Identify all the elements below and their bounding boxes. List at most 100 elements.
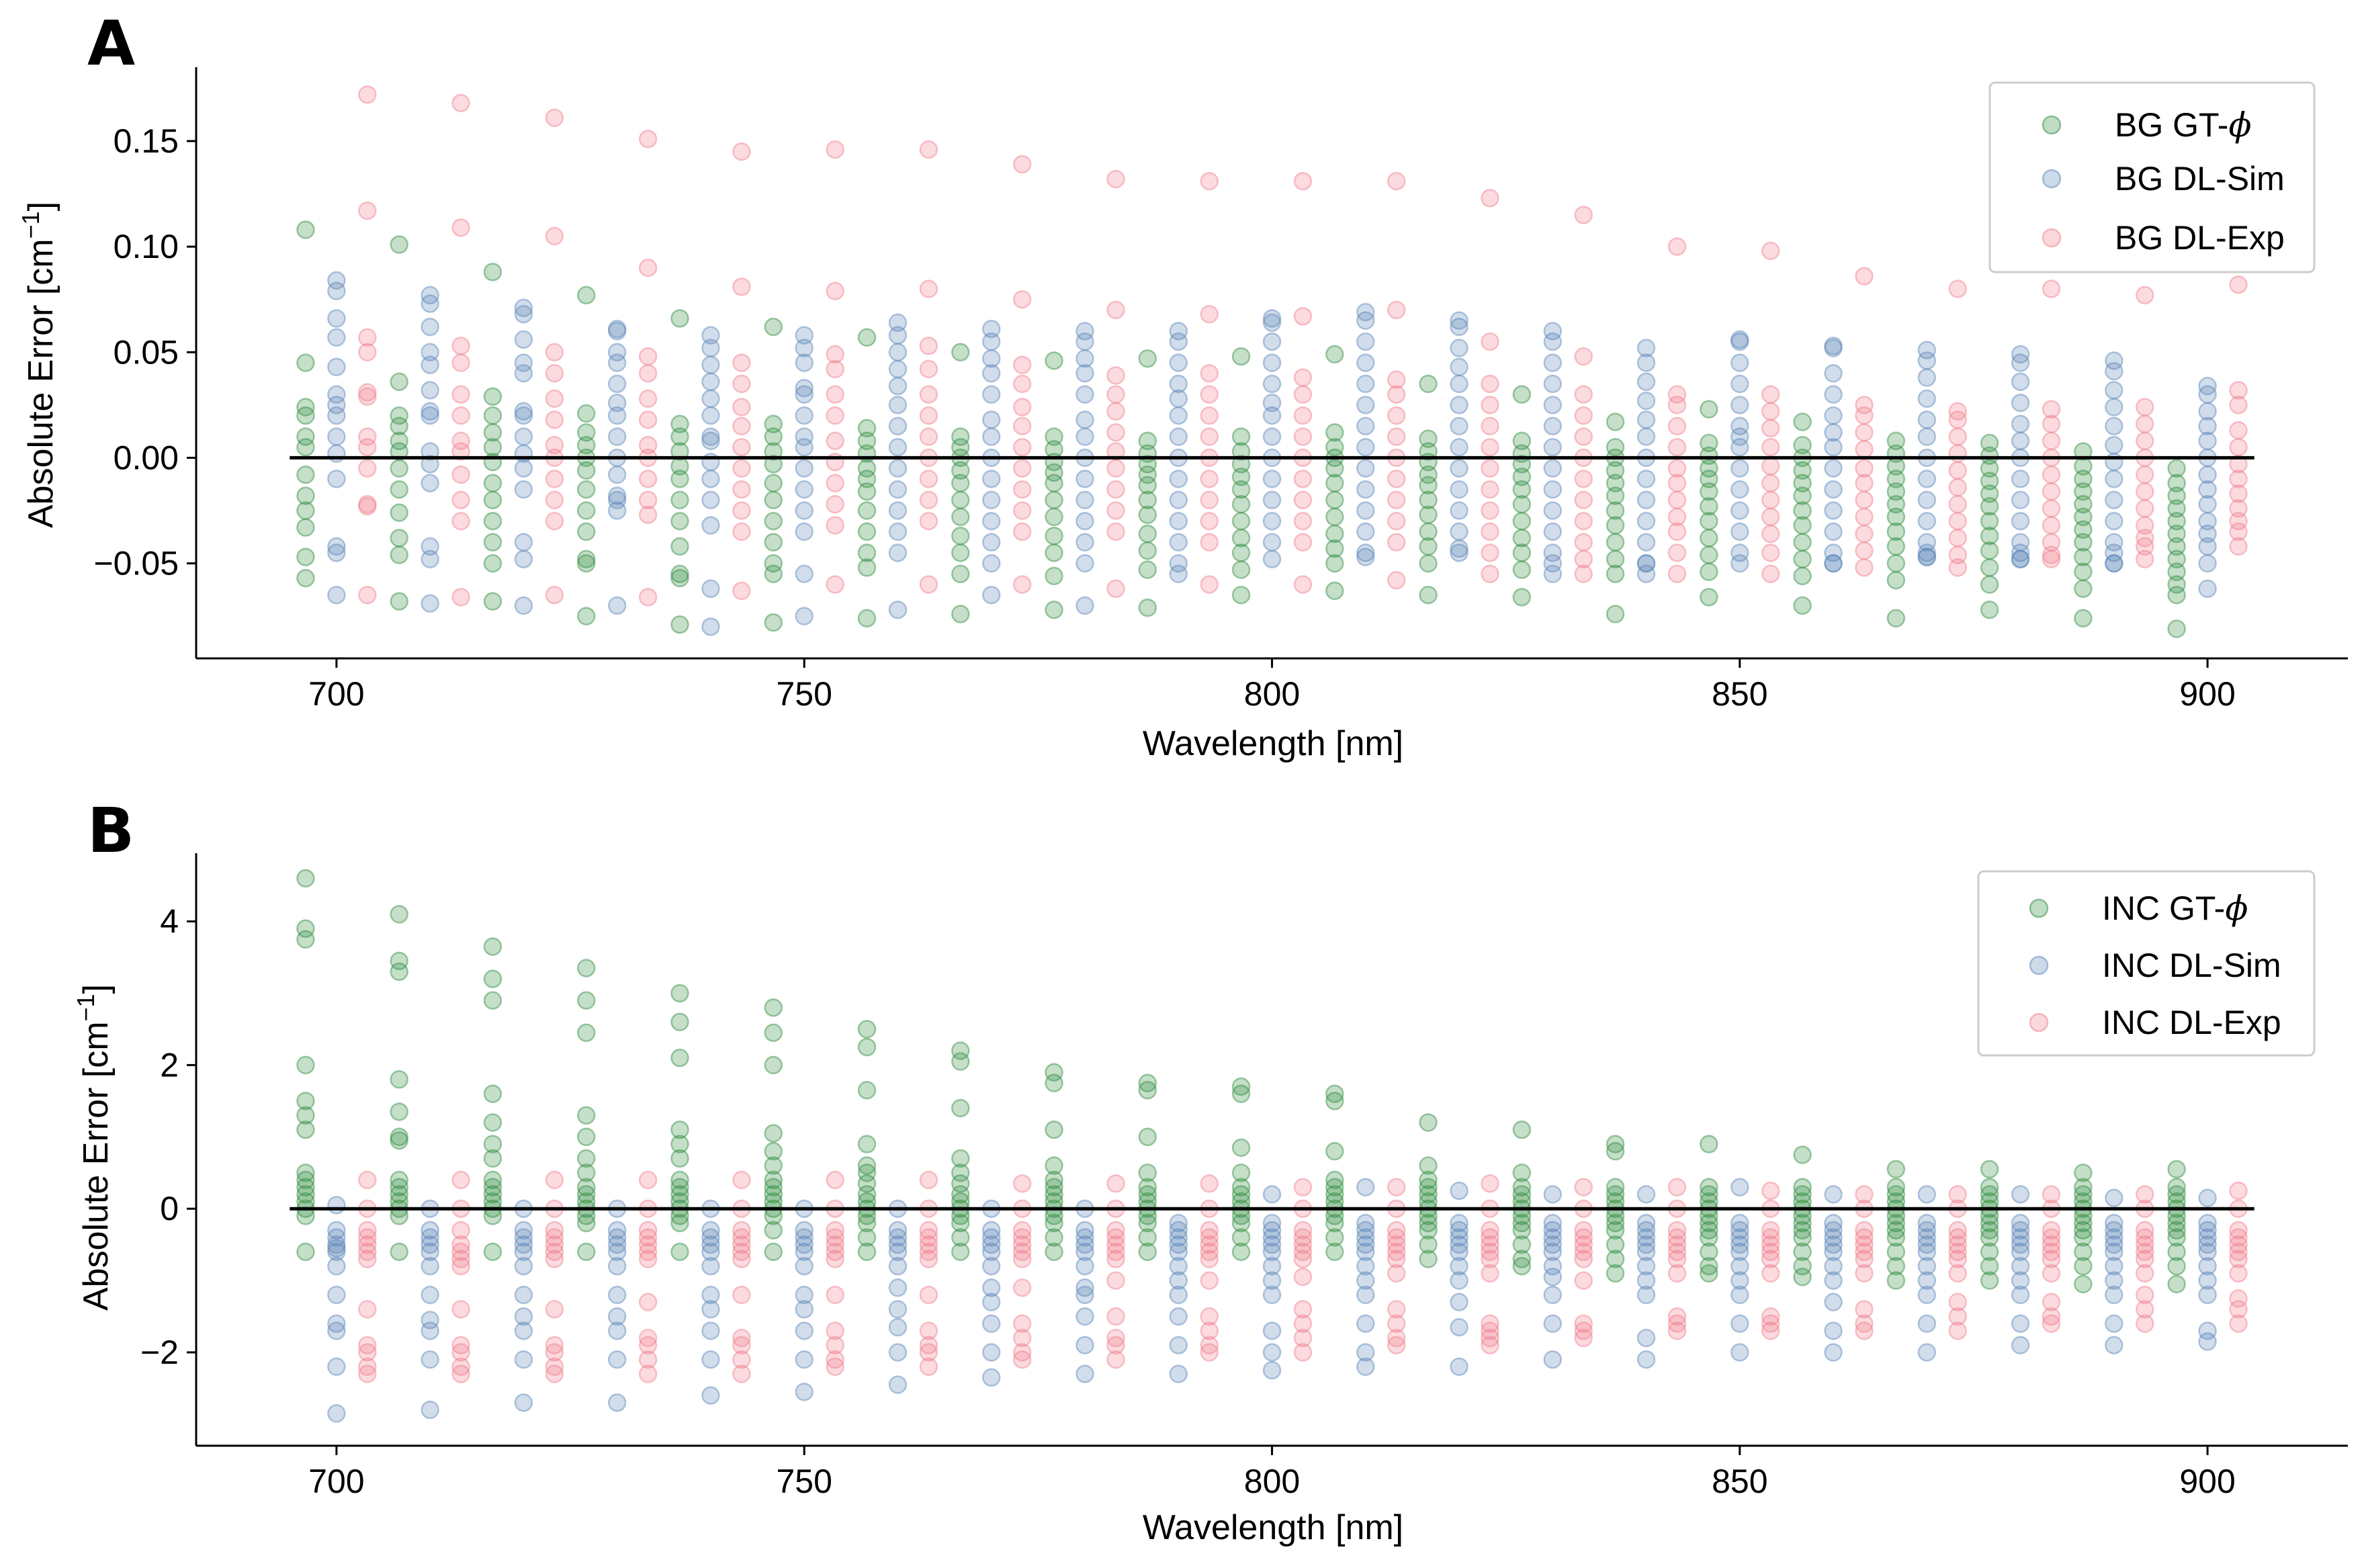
- panel-a-point-gt: [1045, 474, 1063, 492]
- panel-b-point-gt: [2074, 1242, 2093, 1262]
- panel-b-point-sim: [2011, 1221, 2030, 1240]
- panel-a-point-exp: [1012, 155, 1032, 174]
- panel-b-point-exp: [1012, 1228, 1032, 1247]
- panel-a-point-sim: [514, 363, 533, 383]
- panel-a-point-gt: [857, 328, 877, 347]
- panel-b-point-gt: [1325, 1141, 1344, 1161]
- panel-b-point-gt: [1606, 1141, 1625, 1161]
- panel-b-point-exp: [451, 1256, 470, 1276]
- panel-b-point-exp: [1106, 1174, 1125, 1193]
- panel-b-point-sim: [327, 1404, 346, 1423]
- panel-a-point-gt: [2167, 511, 2186, 531]
- panel-a-point-exp: [826, 406, 844, 425]
- panel-a-point-gt: [1045, 507, 1063, 527]
- panel-b-point-exp: [451, 1357, 470, 1377]
- panel-b-point-gt: [1793, 1185, 1812, 1204]
- panel-a-point-gt: [764, 415, 783, 433]
- panel-b-point-sim: [421, 1221, 439, 1240]
- panel-b-point-gt: [951, 1052, 970, 1071]
- panel-b-point-exp: [638, 1170, 658, 1190]
- panel-b-point-gt: [1325, 1242, 1344, 1262]
- panel-a-point-sim: [701, 406, 720, 425]
- panel-a-point-exp: [358, 85, 377, 104]
- panel-a-point-exp: [1574, 470, 1593, 488]
- panel-a-point-gt: [576, 522, 596, 541]
- panel-a-point-exp: [2136, 286, 2154, 305]
- panel-b-point-gt: [1231, 1084, 1251, 1103]
- panel-b-point-gt: [576, 1106, 596, 1125]
- panel-b-point-exp: [1293, 1228, 1313, 1247]
- panel-a-point-gt: [1886, 537, 1906, 556]
- panel-b-x-ticks: 700 750 800 850 900: [308, 1446, 2236, 1500]
- panel-a-point-gt: [1700, 482, 1718, 501]
- panel-a-point-sim: [1730, 480, 1749, 499]
- panel-b-point-gt: [1700, 1228, 1718, 1247]
- panel-a-point-exp: [1761, 241, 1780, 261]
- panel-a-point-sim: [1169, 564, 1188, 584]
- panel-a-point-exp: [1948, 529, 1968, 548]
- panel-b-point-exp: [2136, 1264, 2154, 1283]
- panel-b-point-sim: [327, 1221, 346, 1240]
- panel-b-y-tick-label: 4: [160, 903, 179, 941]
- panel-b-point-sim: [2198, 1332, 2217, 1351]
- panel-a-point-gt: [670, 615, 689, 634]
- panel-a-point-gt: [764, 554, 783, 573]
- panel-b-point-gt: [1886, 1242, 1906, 1262]
- panel-a-point-gt: [1700, 496, 1718, 516]
- panel-b-point-exp: [1948, 1307, 1968, 1326]
- panel-b-point-sim: [2198, 1271, 2217, 1290]
- panel-a-point-exp: [732, 417, 751, 436]
- panel-b-point-sim: [2105, 1188, 2123, 1207]
- panel-b-point-sim: [1169, 1235, 1188, 1254]
- panel-a-point-gt: [764, 427, 783, 446]
- panel-b-point-gt: [483, 1149, 502, 1168]
- panel-b-point-sim: [421, 1350, 439, 1369]
- panel-b-point-sim: [1824, 1293, 1843, 1311]
- panel-a-point-gt: [1325, 423, 1344, 442]
- panel-a-point-sim: [1730, 437, 1749, 457]
- panel-a-point-exp: [1012, 437, 1032, 457]
- panel-b-point-gt: [1886, 1228, 1906, 1247]
- panel-b-point-sim: [1356, 1221, 1375, 1240]
- panel-b-point-gt: [483, 1170, 502, 1190]
- panel-b-point-sim: [1356, 1314, 1375, 1334]
- panel-a-point-exp: [2136, 482, 2154, 501]
- panel-b-point-sim: [1543, 1185, 1563, 1204]
- panel-a-point-exp: [1948, 461, 1968, 480]
- panel-a-point-gt: [2167, 575, 2186, 594]
- panel-a-point-exp: [2229, 421, 2248, 440]
- panel-a-point-sim: [327, 427, 346, 446]
- panel-a-point-gt: [1700, 529, 1718, 548]
- panel-b-point-sim: [701, 1242, 720, 1262]
- panel-b-point-exp: [1200, 1307, 1219, 1326]
- panel-b-point-gt: [390, 1127, 408, 1147]
- panel-b-point-exp: [1200, 1250, 1219, 1268]
- panel-b-point-sim: [1636, 1242, 1656, 1262]
- panel-a-point-sim: [1262, 374, 1282, 394]
- panel-a-point-gt: [2167, 486, 2186, 505]
- panel-a-x-ticks: 700 750 800 850 900: [308, 658, 2236, 713]
- panel-a-point-gt: [1325, 554, 1344, 573]
- panel-b-point-exp: [638, 1221, 658, 1240]
- panel-b-point-sim: [1450, 1221, 1468, 1240]
- panel-a-point-sim: [1450, 539, 1468, 558]
- panel-a-point-exp: [826, 575, 844, 594]
- panel-b-point-sim: [1169, 1256, 1188, 1276]
- panel-b-point-sim: [1356, 1213, 1375, 1233]
- panel-a-point-exp: [545, 389, 564, 408]
- panel-a-point-gt: [1606, 605, 1625, 623]
- panel-b-point-sim: [607, 1242, 627, 1262]
- panel-b-point-gt: [1512, 1235, 1532, 1254]
- panel-b-point-gt: [670, 1178, 689, 1196]
- panel-b-point-gt: [1419, 1235, 1438, 1254]
- panel-a-point-exp: [2229, 522, 2248, 541]
- panel-a-point-sim: [1356, 480, 1375, 499]
- panel-a-point-sim: [1543, 459, 1563, 478]
- panel-a-point-exp: [1012, 398, 1032, 417]
- panel-b-point-exp: [1948, 1235, 1968, 1254]
- panel-b-point-gt: [1606, 1250, 1625, 1268]
- panel-a-legend-entry-exp: BG DL-Exp: [2042, 219, 2285, 257]
- panel-b-point-exp: [638, 1235, 658, 1254]
- panel-a-point-sim: [421, 406, 439, 425]
- panel-a-point-gt: [483, 437, 502, 457]
